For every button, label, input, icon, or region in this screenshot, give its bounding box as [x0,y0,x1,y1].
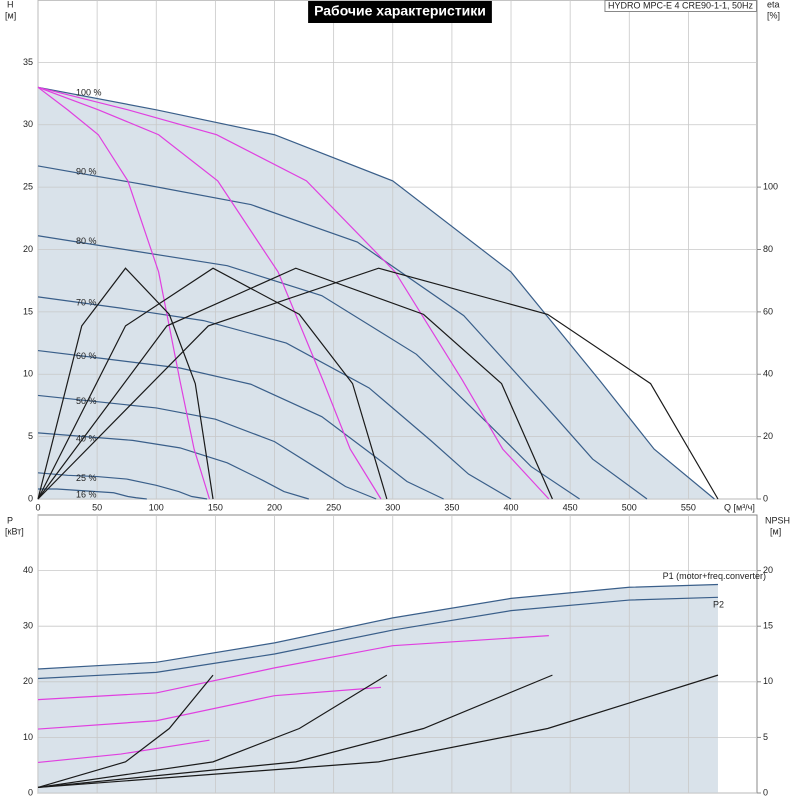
curve [37,674,214,789]
curve [37,674,388,789]
subtitle: HYDRO MPC-E 4 CRE90-1-1, 50Hz [608,0,754,10]
x-tick-label: 300 [385,502,400,512]
y-axis-unit: [м] [5,10,16,20]
curve-label: 40 % [76,433,97,443]
curve [37,596,718,680]
curve [37,86,211,500]
curve [37,86,715,500]
y2-axis-unit: [%] [767,10,780,20]
x-tick-label: 100 [149,502,164,512]
y-tick-label: 0 [28,787,33,797]
curve [37,86,382,500]
y2-tick-label: 0 [763,787,768,797]
curve [38,488,147,500]
y-tick-label: 10 [23,732,33,742]
curve [37,432,309,500]
curve [37,394,377,500]
y-tick-label: 35 [23,57,33,67]
y2-tick-label: 20 [763,431,773,441]
curve-label: 60 % [76,351,97,361]
plots [37,0,761,794]
curve [37,267,214,500]
curve-label: 16 % [76,489,97,499]
y2-tick-label: 10 [763,676,773,686]
x-tick-label: 400 [504,502,519,512]
y-tick-label: 30 [23,119,33,129]
y-tick-label: 40 [23,565,33,575]
x-tick-label: 500 [622,502,637,512]
curve [37,739,210,764]
y2-tick-label: 20 [763,565,773,575]
subtitle-box [604,0,757,12]
curve [37,674,553,789]
curve [37,296,512,500]
curve-label: 100 % [76,88,102,98]
x-tick-label: 150 [208,502,223,512]
y2-tick-label: 80 [763,244,773,254]
y-tick-label: 15 [23,306,33,316]
curve [37,635,549,701]
curve-label: 80 % [76,236,97,246]
curve-label: 70 % [76,297,97,307]
curve [37,674,719,789]
x-tick-label: 50 [92,502,102,512]
y-tick-label: 5 [28,431,33,441]
curve [37,267,553,500]
y-tick-label: 0 [28,493,33,503]
y2-axis-unit: [м] [770,526,781,536]
curve [37,583,718,670]
chart-title: Рабочие характеристики [314,3,486,19]
curve [37,267,719,500]
y2-tick-label: 5 [763,732,768,742]
y2-axis-label: NPSH [765,515,790,525]
y-axis-unit: [кВт] [5,526,24,536]
curve [37,235,580,500]
curve-label: 90 % [76,166,97,176]
x-tick-label: 0 [35,502,40,512]
x-tick-label: 250 [326,502,341,512]
y-axis-label: H [7,0,14,9]
y2-tick-label: 0 [763,493,768,503]
operating-area [38,87,715,499]
x-tick-label: 550 [681,502,696,512]
y2-tick-label: 15 [763,621,773,631]
curve [37,686,381,730]
y2-tick-label: 100 [763,182,778,192]
curve-label: 25 % [76,473,97,483]
curve [37,472,208,500]
title-box [308,1,492,23]
y2-tick-label: 60 [763,306,773,316]
curve-label: P1 (motor+freq.converter) [663,571,766,581]
y-tick-label: 25 [23,182,33,192]
x-tick-label: 200 [267,502,282,512]
y2-axis-label: eta [767,0,780,9]
y-tick-label: 10 [23,369,33,379]
curve-label: P2 [713,600,724,610]
y2-tick-label: 40 [763,369,773,379]
curve-label: 50 % [76,396,97,406]
x-axis-label: Q [м³/ч] [724,502,755,512]
curve [37,349,444,500]
x-tick-label: 350 [444,502,459,512]
curve [37,165,648,500]
x-tick-label: 450 [563,502,578,512]
curve [37,86,550,500]
y-tick-label: 30 [23,621,33,631]
y-tick-label: 20 [23,676,33,686]
y-tick-label: 20 [23,244,33,254]
curve [37,267,388,500]
y-axis-label: P [7,515,13,525]
